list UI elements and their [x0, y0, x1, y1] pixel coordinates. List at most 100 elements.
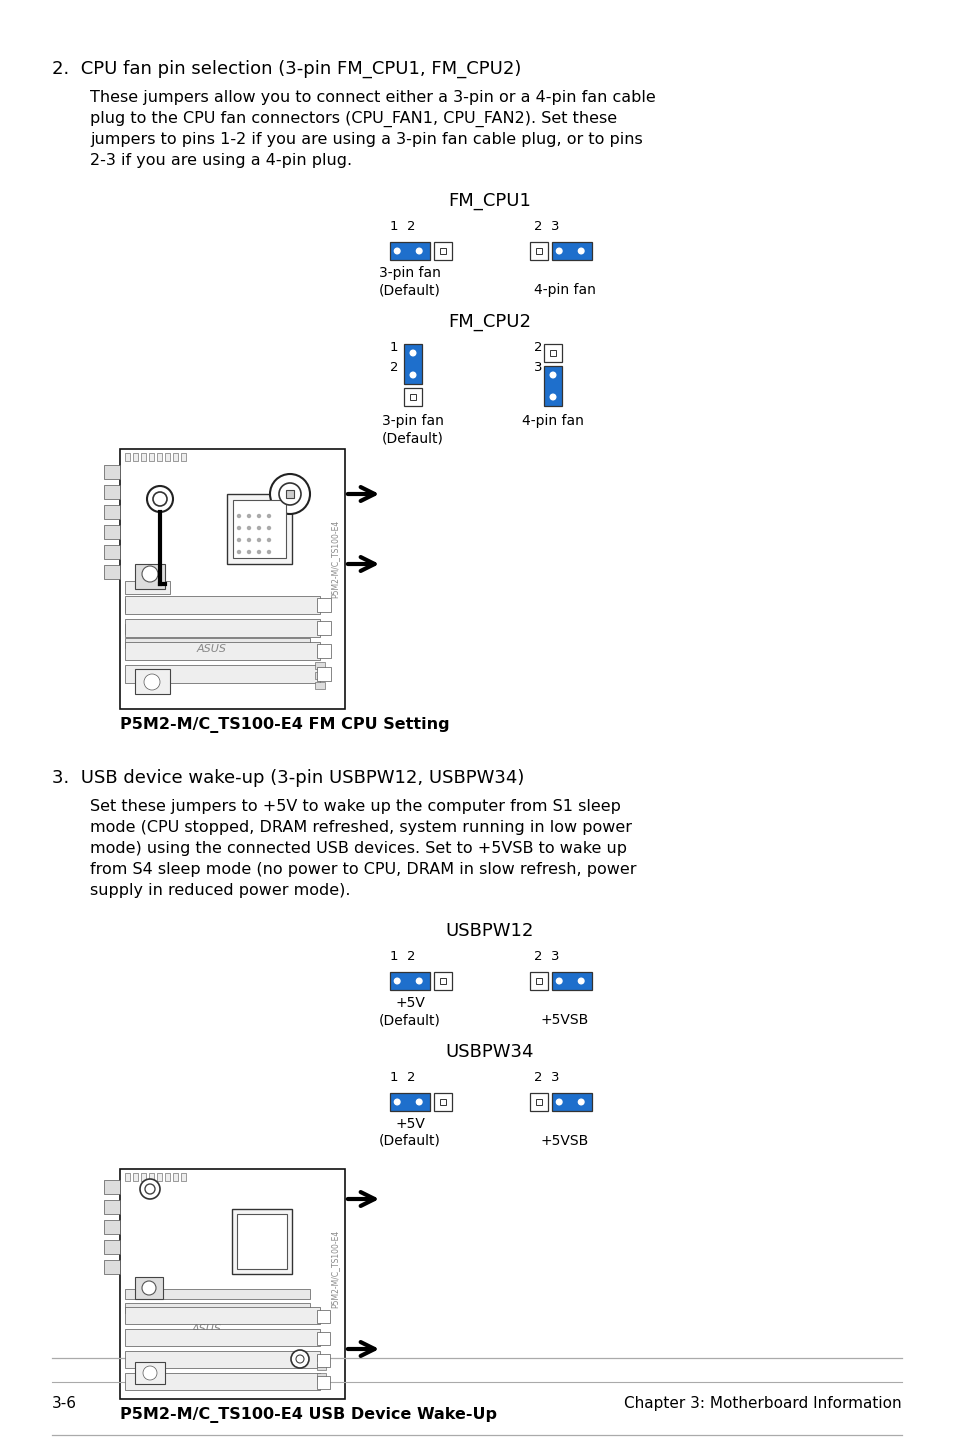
Circle shape — [237, 551, 240, 554]
Bar — [536, 247, 541, 255]
Text: (Default): (Default) — [381, 431, 443, 444]
Bar — [181, 453, 186, 462]
Bar — [165, 1173, 170, 1181]
Bar — [120, 1169, 345, 1399]
Bar — [172, 1173, 178, 1181]
Text: FM_CPU2: FM_CPU2 — [448, 313, 531, 331]
Bar — [314, 661, 325, 669]
Text: FM_CPU1: FM_CPU1 — [448, 193, 531, 210]
Text: plug to the CPU fan connectors (CPU_FAN1, CPU_FAN2). Set these: plug to the CPU fan connectors (CPU_FAN1… — [90, 111, 617, 127]
Circle shape — [556, 249, 561, 253]
Bar — [149, 1173, 153, 1181]
Bar — [434, 242, 452, 260]
Bar — [552, 1093, 592, 1112]
Bar — [434, 1093, 452, 1112]
Bar — [439, 978, 446, 984]
Circle shape — [144, 674, 160, 690]
Circle shape — [147, 486, 172, 512]
Bar — [316, 621, 331, 636]
Bar — [104, 1240, 120, 1254]
Bar — [125, 624, 310, 634]
Text: P5M2-M/C_TS100-E4 USB Device Wake-Up: P5M2-M/C_TS100-E4 USB Device Wake-Up — [120, 1406, 497, 1424]
Bar — [104, 505, 120, 519]
Bar — [125, 1288, 310, 1299]
Text: 3-pin fan: 3-pin fan — [378, 266, 440, 280]
Bar — [125, 581, 170, 594]
Bar — [543, 344, 561, 362]
Text: Set these jumpers to +5V to wake up the computer from S1 sleep: Set these jumpers to +5V to wake up the … — [90, 800, 620, 814]
Bar — [125, 638, 310, 649]
Circle shape — [257, 551, 260, 554]
Text: These jumpers allow you to connect either a 3-pin or a 4-pin fan cable: These jumpers allow you to connect eithe… — [90, 91, 655, 105]
Text: mode) using the connected USB devices. Set to +5VSB to wake up: mode) using the connected USB devices. S… — [90, 841, 626, 856]
Text: P5M2-M/C_TS100-E4: P5M2-M/C_TS100-E4 — [330, 1229, 339, 1309]
Bar — [125, 1373, 319, 1391]
Bar — [135, 1362, 165, 1383]
Circle shape — [410, 351, 416, 355]
Bar — [390, 972, 430, 989]
Bar — [165, 453, 170, 462]
Circle shape — [257, 526, 260, 529]
Circle shape — [291, 1350, 309, 1368]
Circle shape — [394, 249, 399, 253]
Circle shape — [237, 515, 240, 518]
Bar — [549, 349, 556, 357]
Bar — [132, 1173, 138, 1181]
Bar — [314, 672, 325, 679]
Text: 4-pin fan: 4-pin fan — [534, 283, 596, 298]
Bar — [135, 669, 170, 695]
Bar — [410, 394, 416, 400]
Text: mode (CPU stopped, DRAM refreshed, system running in low power: mode (CPU stopped, DRAM refreshed, syste… — [90, 820, 631, 835]
Circle shape — [267, 538, 271, 542]
Circle shape — [394, 1099, 399, 1104]
Circle shape — [550, 372, 556, 378]
Circle shape — [550, 394, 556, 400]
Text: ASUS: ASUS — [192, 1324, 222, 1334]
Text: 2.  CPU fan pin selection (3-pin FM_CPU1, FM_CPU2): 2. CPU fan pin selection (3-pin FM_CPU1,… — [52, 60, 521, 78]
Circle shape — [267, 515, 271, 518]
Circle shape — [257, 538, 260, 542]
Bar — [141, 453, 146, 462]
Bar — [104, 485, 120, 499]
Bar — [227, 495, 292, 564]
Bar — [390, 1093, 430, 1112]
Bar — [286, 490, 294, 498]
Circle shape — [247, 551, 251, 554]
Circle shape — [416, 978, 421, 984]
Bar — [125, 1329, 319, 1346]
Bar — [135, 564, 165, 590]
Circle shape — [237, 526, 240, 529]
Text: jumpers to pins 1-2 if you are using a 3-pin fan cable plug, or to pins: jumpers to pins 1-2 if you are using a 3… — [90, 132, 642, 147]
Text: 3: 3 — [534, 361, 542, 374]
Text: 2  3: 2 3 — [534, 220, 558, 233]
Text: 2-3 if you are using a 4-pin plug.: 2-3 if you are using a 4-pin plug. — [90, 152, 352, 168]
Bar — [390, 242, 430, 260]
Bar — [104, 1260, 120, 1274]
Bar — [233, 500, 286, 558]
Bar — [403, 344, 421, 384]
Bar — [149, 453, 153, 462]
Text: from S4 sleep mode (no power to CPU, DRAM in slow refresh, power: from S4 sleep mode (no power to CPU, DRA… — [90, 861, 636, 877]
Bar — [172, 453, 178, 462]
Bar — [316, 1332, 330, 1345]
Bar — [316, 1365, 326, 1370]
Circle shape — [145, 1183, 154, 1194]
Bar — [536, 1099, 541, 1106]
Bar — [104, 525, 120, 539]
Bar — [543, 367, 561, 406]
Bar — [536, 978, 541, 984]
Circle shape — [578, 249, 583, 253]
Text: 1  2: 1 2 — [390, 951, 416, 963]
Bar — [439, 247, 446, 255]
Bar — [125, 1303, 310, 1313]
Bar — [314, 682, 325, 689]
Bar — [157, 1173, 162, 1181]
Text: 2  3: 2 3 — [534, 951, 558, 963]
Text: +5VSB: +5VSB — [540, 1135, 589, 1148]
Text: 3.  USB device wake-up (3-pin USBPW12, USBPW34): 3. USB device wake-up (3-pin USBPW12, US… — [52, 769, 524, 787]
Text: 2: 2 — [534, 341, 542, 354]
Bar — [125, 618, 319, 637]
Bar — [316, 598, 331, 613]
Bar — [316, 644, 331, 659]
Bar — [141, 1173, 146, 1181]
